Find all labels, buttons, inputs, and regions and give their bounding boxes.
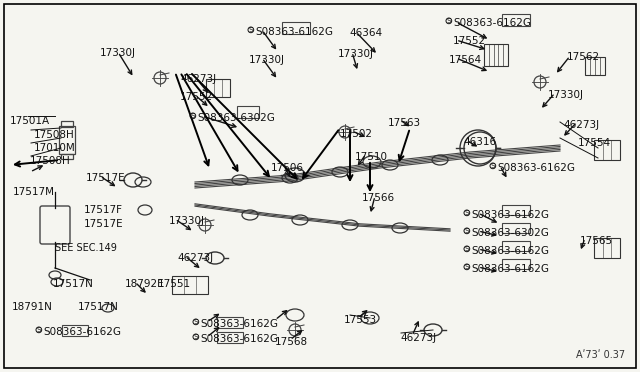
Text: 17517E: 17517E — [86, 173, 125, 183]
Text: 17552: 17552 — [180, 92, 213, 102]
Text: 17552: 17552 — [453, 36, 486, 46]
Text: S: S — [465, 246, 469, 252]
Text: S08363-6162G: S08363-6162G — [201, 334, 278, 344]
Text: S08363-6162G: S08363-6162G — [472, 210, 550, 220]
Text: 17330J: 17330J — [548, 90, 584, 100]
Text: 46273J: 46273J — [400, 333, 436, 343]
Text: 17508H: 17508H — [30, 156, 71, 166]
Text: 46273J: 46273J — [180, 74, 216, 84]
Bar — [59, 126, 75, 154]
Bar — [172, 276, 208, 294]
Text: S: S — [465, 210, 469, 216]
Bar — [217, 317, 243, 327]
Text: S08363-6162G: S08363-6162G — [44, 327, 122, 337]
Text: 17501A: 17501A — [10, 116, 50, 126]
Text: 17517N: 17517N — [53, 279, 94, 289]
Text: 17563: 17563 — [388, 118, 421, 128]
Bar — [502, 259, 530, 269]
Bar — [594, 140, 620, 160]
Text: S: S — [465, 264, 469, 270]
Text: 17517N: 17517N — [78, 302, 119, 312]
Bar — [237, 106, 259, 118]
Text: 17564: 17564 — [449, 55, 482, 65]
Bar — [206, 79, 230, 97]
Text: S08363-6162G: S08363-6162G — [201, 319, 278, 329]
Text: S08363-6162G: S08363-6162G — [472, 246, 550, 256]
Text: 46364: 46364 — [349, 28, 382, 38]
Text: 17566: 17566 — [362, 193, 395, 203]
Text: 17517M: 17517M — [13, 187, 55, 197]
Text: 17330J: 17330J — [338, 49, 374, 59]
Bar — [502, 14, 530, 26]
Bar — [502, 205, 530, 215]
Text: S: S — [191, 113, 195, 119]
Text: 17517E: 17517E — [84, 219, 124, 229]
Text: S08363-6162G: S08363-6162G — [472, 264, 550, 274]
Text: 46273J: 46273J — [177, 253, 213, 263]
Text: 17010M: 17010M — [34, 143, 76, 153]
Text: 17554: 17554 — [578, 138, 611, 148]
Bar — [217, 331, 243, 343]
Bar — [62, 324, 88, 336]
Text: Aʹ73ʹ 0.37: Aʹ73ʹ 0.37 — [576, 350, 625, 360]
Text: S: S — [447, 18, 451, 24]
Text: 18791N: 18791N — [12, 302, 53, 312]
Text: 17330J: 17330J — [169, 216, 205, 226]
Text: 17553: 17553 — [344, 315, 377, 325]
Text: 46316: 46316 — [463, 137, 496, 147]
Bar — [594, 238, 620, 258]
Text: 17506: 17506 — [271, 163, 304, 173]
Text: 17562: 17562 — [567, 52, 600, 62]
Text: S: S — [193, 334, 198, 340]
Bar — [502, 241, 530, 251]
Bar — [282, 22, 310, 34]
Text: S: S — [248, 27, 253, 33]
Text: 17568: 17568 — [275, 337, 308, 347]
Text: 46273J: 46273J — [563, 120, 599, 130]
Text: 17502: 17502 — [340, 129, 373, 139]
Text: 17330J: 17330J — [249, 55, 285, 65]
Bar — [61, 154, 73, 159]
Text: S08363-6162G: S08363-6162G — [498, 163, 576, 173]
Text: S08363-6302G: S08363-6302G — [472, 228, 550, 238]
Text: 17551: 17551 — [158, 279, 191, 289]
Bar — [61, 121, 73, 127]
Text: S: S — [193, 319, 198, 325]
Text: S08363-6162G: S08363-6162G — [256, 27, 333, 37]
Text: S: S — [465, 228, 469, 234]
Text: 17517F: 17517F — [84, 205, 123, 215]
Bar — [484, 44, 508, 66]
Bar — [585, 57, 605, 75]
Bar — [502, 223, 530, 233]
Text: S08363-6162G: S08363-6162G — [454, 18, 532, 28]
Text: S: S — [36, 327, 41, 333]
Text: 17565: 17565 — [580, 236, 613, 246]
Text: S08363-6302G: S08363-6302G — [198, 113, 276, 123]
Text: 17330J: 17330J — [100, 48, 136, 58]
Text: S: S — [490, 163, 495, 169]
Text: 17510: 17510 — [355, 152, 388, 162]
Text: SEE SEC.149: SEE SEC.149 — [55, 243, 117, 253]
Text: 17508H: 17508H — [34, 130, 75, 140]
Text: 18792E: 18792E — [125, 279, 164, 289]
